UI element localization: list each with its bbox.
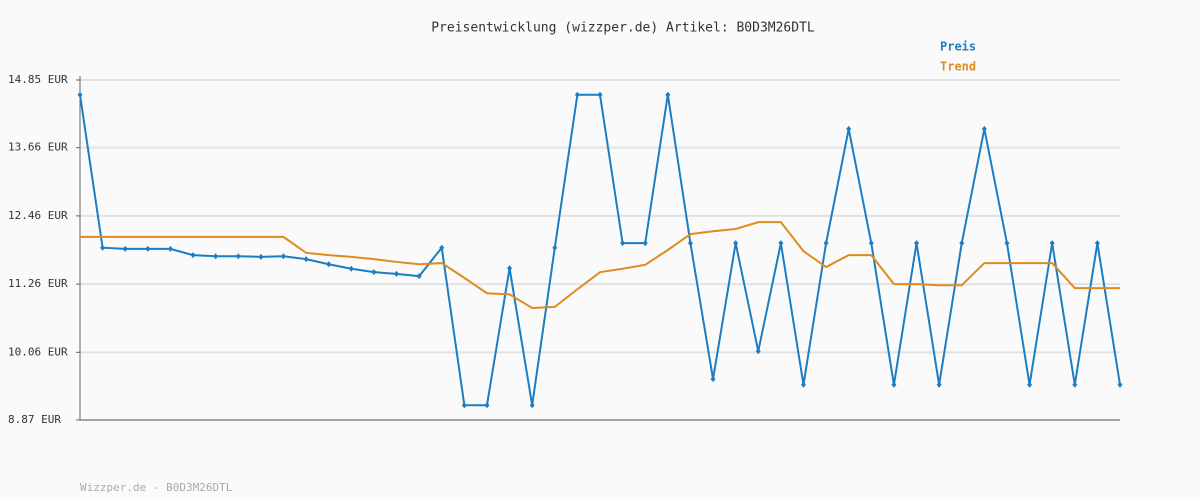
series-line — [80, 221, 1120, 310]
legend-label: Trend — [940, 60, 976, 74]
point — [439, 244, 445, 251]
point — [258, 253, 264, 260]
point — [1117, 381, 1123, 388]
point — [100, 244, 106, 251]
point — [710, 376, 716, 383]
point — [484, 402, 490, 409]
point — [348, 265, 354, 272]
point — [642, 240, 648, 247]
point — [800, 381, 806, 388]
y-tick-label: 14.85 EUR — [8, 73, 68, 86]
chart-title: Preisentwicklung (wizzper.de) Artikel: B… — [431, 21, 815, 36]
point — [891, 381, 897, 388]
y-tick-label: 8.87 EUR — [8, 413, 61, 426]
point — [981, 125, 987, 132]
point — [145, 245, 151, 252]
y-tick-label: 10.06 EUR — [8, 345, 68, 358]
point — [552, 244, 558, 251]
point — [1049, 240, 1055, 247]
point — [778, 240, 784, 247]
point — [574, 91, 580, 98]
point — [1094, 240, 1100, 247]
point — [416, 273, 422, 280]
point — [213, 253, 219, 260]
point — [190, 252, 196, 259]
point — [394, 270, 400, 277]
point — [77, 91, 83, 98]
point — [597, 91, 603, 98]
point — [461, 402, 467, 409]
point — [823, 240, 829, 247]
point — [529, 402, 535, 409]
y-tick-label: 11.26 EUR — [8, 277, 68, 290]
point — [280, 253, 286, 260]
legend-label: Preis — [940, 40, 976, 54]
point — [326, 261, 332, 268]
point — [507, 265, 513, 272]
point — [868, 240, 874, 247]
point — [687, 240, 693, 247]
point — [755, 348, 761, 355]
point — [371, 269, 377, 276]
point — [122, 245, 128, 252]
point — [936, 381, 942, 388]
y-tick-label: 12.46 EUR — [8, 209, 68, 222]
y-tick-label: 13.66 EUR — [8, 141, 68, 154]
point — [914, 240, 920, 247]
point — [167, 245, 173, 252]
point — [733, 240, 739, 247]
point — [959, 240, 965, 247]
footer: Wizzper.de - B0D3M26DTL — [80, 481, 233, 494]
point — [1004, 240, 1010, 247]
point — [846, 125, 852, 132]
point — [1027, 381, 1033, 388]
point — [665, 91, 671, 98]
point — [303, 256, 309, 263]
point — [235, 253, 241, 260]
point — [1072, 381, 1078, 388]
point — [620, 240, 626, 247]
